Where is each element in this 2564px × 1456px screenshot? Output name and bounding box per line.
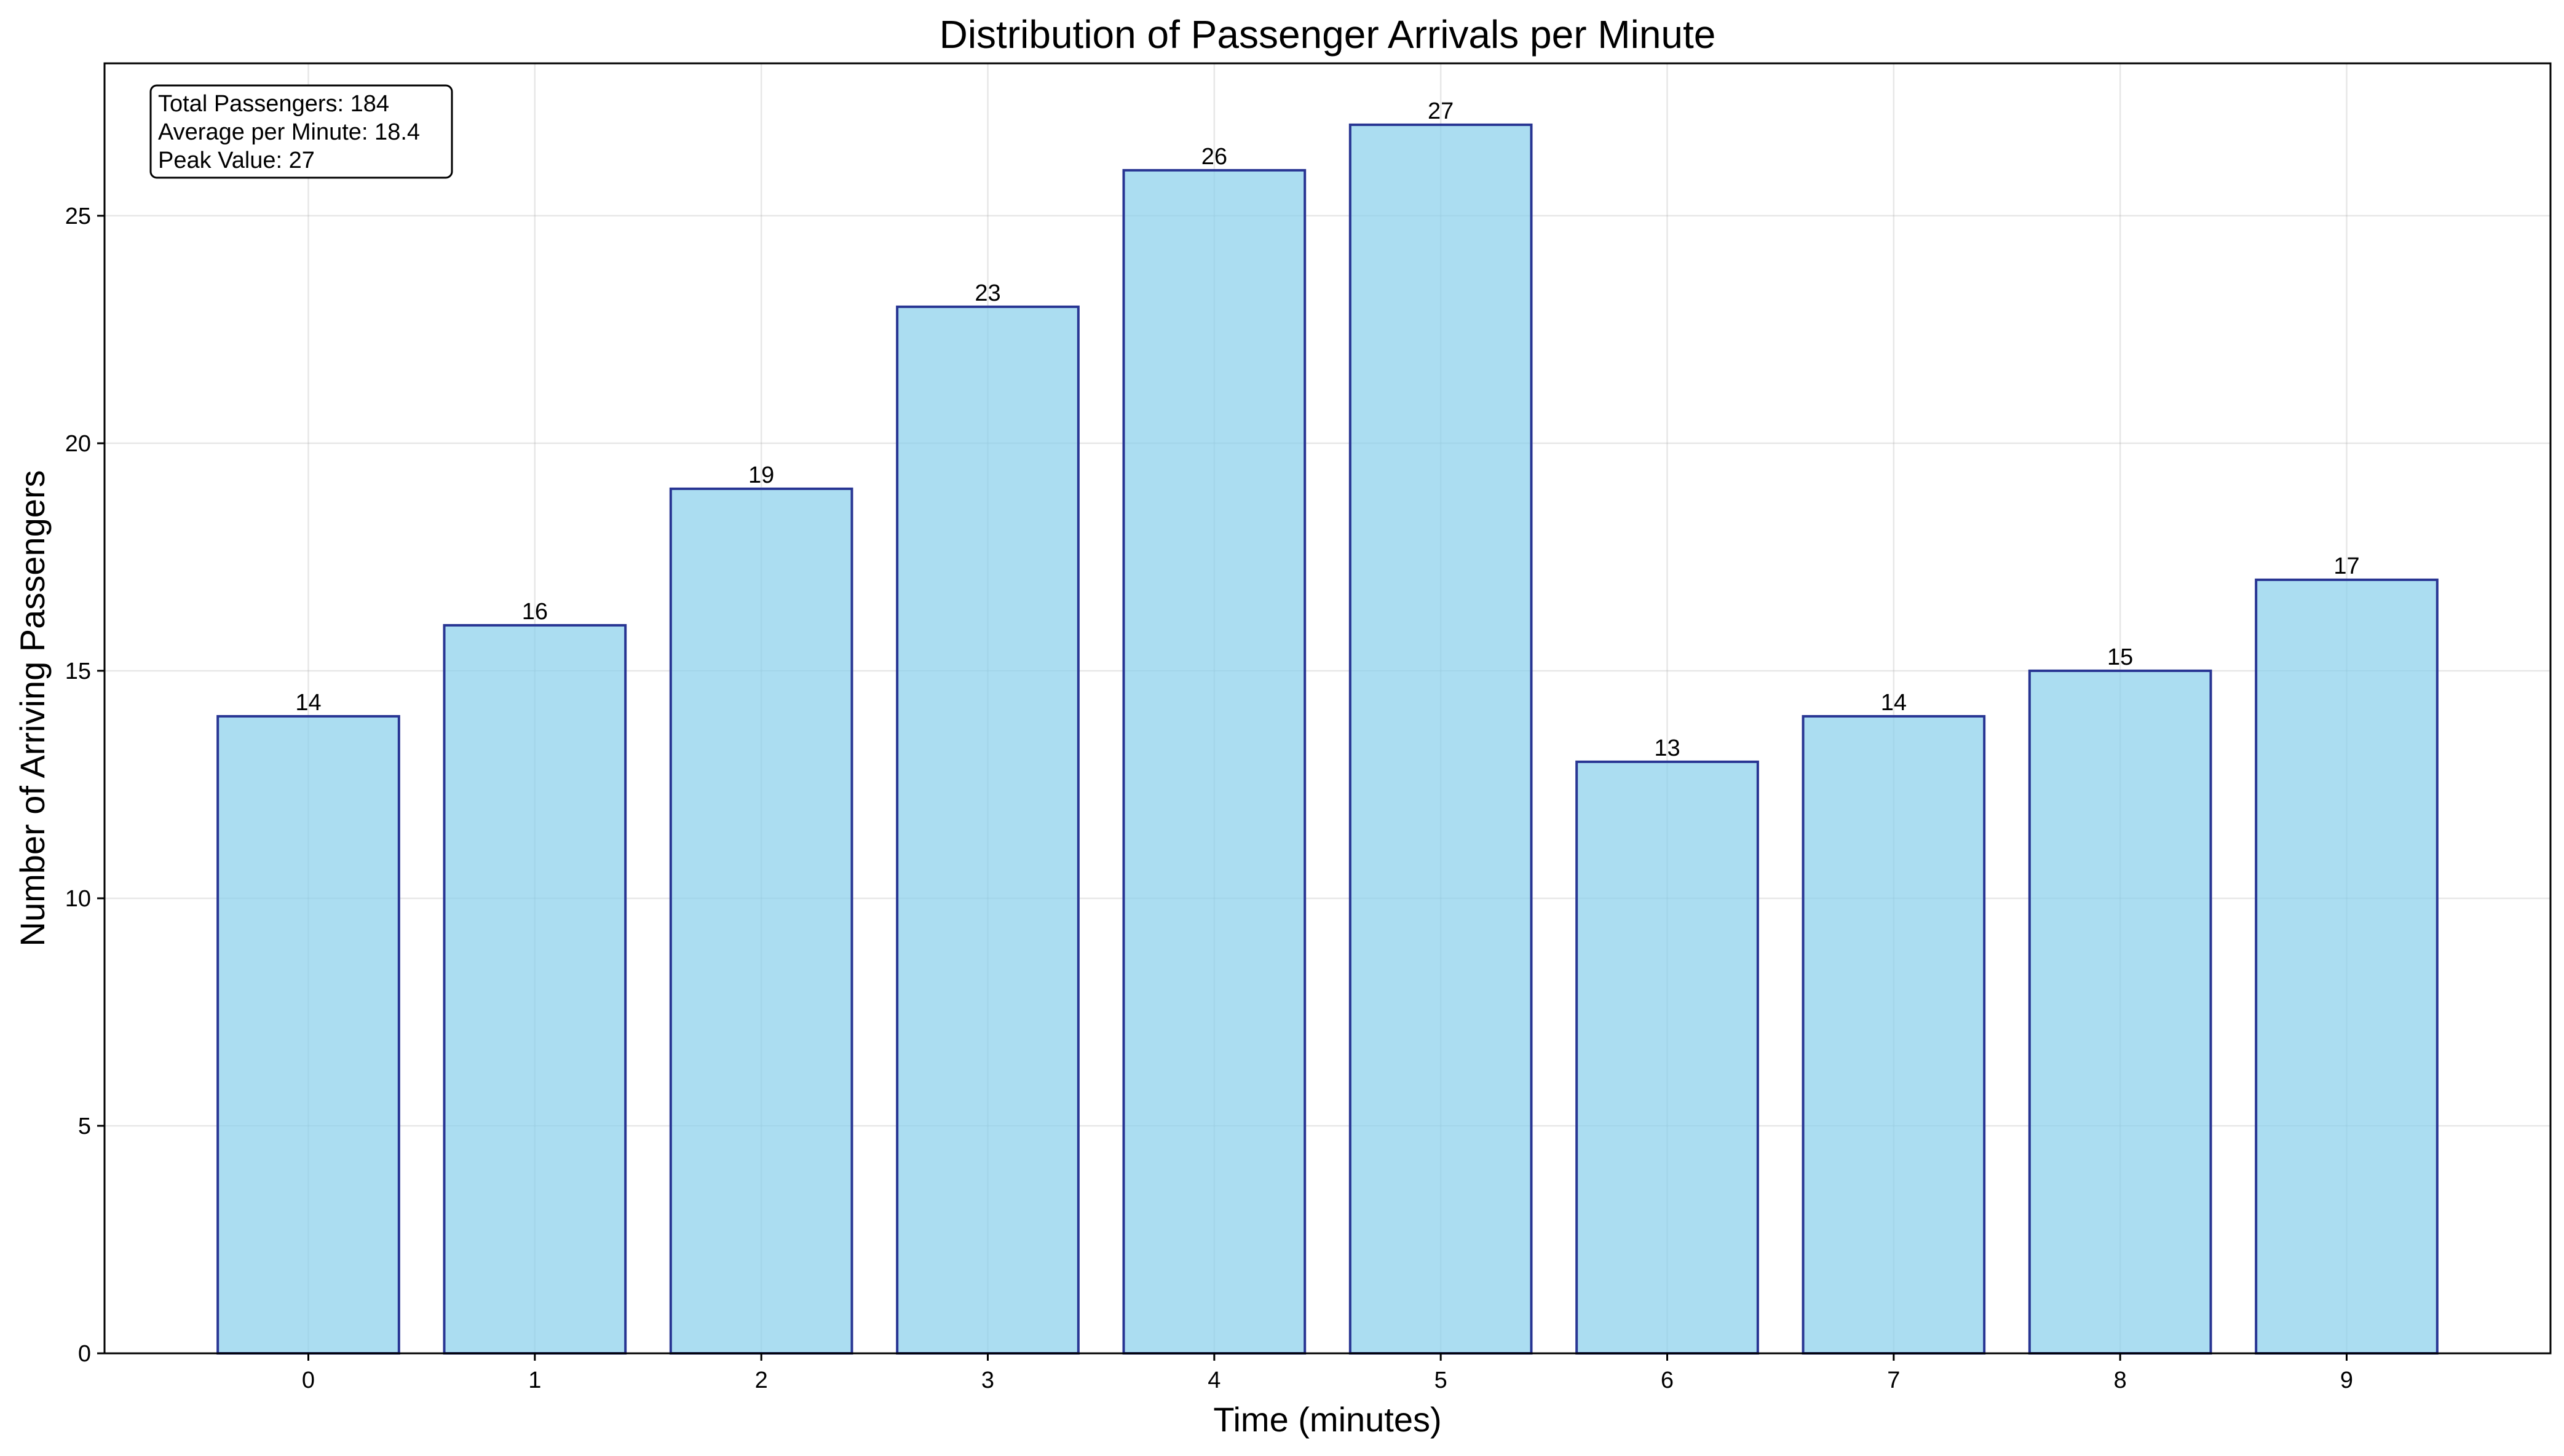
y-axis-label: Number of Arriving Passengers — [13, 470, 52, 946]
bar-minute-7 — [1802, 714, 1986, 1355]
x-tick-label: 9 — [2340, 1367, 2353, 1393]
summary-annotation-box: Total Passengers: 184 Average per Minute… — [149, 84, 453, 179]
y-tick-label: 0 — [78, 1341, 91, 1367]
bar-minute-3 — [896, 305, 1080, 1355]
y-tick-label: 5 — [78, 1114, 91, 1139]
x-axis-label: Time (minutes) — [1213, 1400, 1441, 1439]
data-label-minute-3: 23 — [975, 280, 1000, 306]
data-label-minute-2: 19 — [748, 462, 774, 488]
data-label-minute-7: 14 — [1881, 690, 1907, 716]
data-label-minute-6: 13 — [1654, 735, 1680, 761]
y-tick-label: 15 — [65, 659, 91, 684]
x-tick-label: 8 — [2114, 1367, 2127, 1393]
summary-peak-value: Peak Value: 27 — [158, 148, 315, 173]
summary-average-per-minute: Average per Minute: 18.4 — [158, 119, 420, 145]
data-label-minute-5: 27 — [1428, 98, 1454, 124]
x-tick-label: 4 — [1208, 1367, 1221, 1393]
chart-title: Distribution of Passenger Arrivals per M… — [940, 12, 1716, 57]
x-tick-label: 1 — [528, 1367, 541, 1393]
data-labels-layer: 14 16 19 23 26 27 13 14 15 17 — [295, 98, 2359, 761]
summary-total-passengers: Total Passengers: 184 — [158, 91, 389, 117]
bar-minute-2 — [669, 487, 853, 1355]
data-label-minute-8: 15 — [2107, 644, 2133, 670]
x-tick-label: 5 — [1434, 1367, 1447, 1393]
summary-box-frame — [149, 84, 453, 179]
bar-minute-0 — [216, 714, 400, 1355]
data-label-minute-0: 14 — [295, 690, 321, 716]
bar-minute-9 — [2255, 578, 2439, 1355]
y-tick-label: 20 — [65, 431, 91, 457]
x-tick-label: 0 — [302, 1367, 315, 1393]
data-label-minute-9: 17 — [2333, 553, 2359, 579]
data-label-minute-4: 26 — [1201, 144, 1227, 170]
bar-minute-5 — [1348, 123, 1533, 1355]
bar-minute-1 — [443, 623, 627, 1355]
x-tick-label: 6 — [1661, 1367, 1674, 1393]
plot-area-frame — [103, 62, 2552, 1355]
bar-minute-6 — [1575, 760, 1759, 1355]
bars-layer — [216, 123, 2439, 1355]
x-tick-label: 7 — [1887, 1367, 1900, 1393]
bar-minute-4 — [1122, 168, 1307, 1355]
y-tick-label: 10 — [65, 886, 91, 912]
data-label-minute-1: 16 — [522, 599, 548, 625]
x-tick-label: 3 — [981, 1367, 994, 1393]
y-tick-label: 25 — [65, 204, 91, 229]
x-tick-label: 2 — [755, 1367, 768, 1393]
bar-minute-8 — [2028, 669, 2212, 1355]
